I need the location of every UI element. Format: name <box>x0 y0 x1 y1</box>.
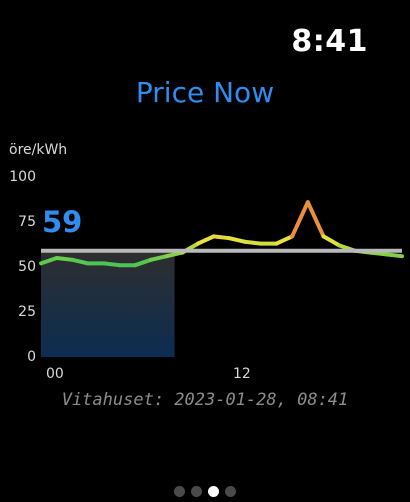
location-timestamp: Vitahuset: 2023-01-28, 08:41 <box>61 390 349 410</box>
y-tick-label: 25 <box>18 304 36 320</box>
price-line-segment <box>305 200 326 239</box>
page-title: Price Now <box>135 76 275 109</box>
x-tick-label: 12 <box>233 366 251 382</box>
price-line-segment <box>290 200 310 239</box>
current-price-value: 59 <box>42 205 83 239</box>
price-line-segment <box>243 239 263 246</box>
page-indicator <box>0 486 410 497</box>
status-time: 8:41 <box>291 24 368 59</box>
page-dot[interactable] <box>191 486 202 497</box>
y-tick-label: 0 <box>27 349 36 365</box>
price-line-segment <box>384 252 404 259</box>
price-line-segment <box>368 250 389 257</box>
elapsed-hours-area <box>41 250 175 357</box>
price-line-segment <box>133 257 153 268</box>
price-line-segment <box>274 234 295 246</box>
y-axis-unit-label: öre/kWh <box>9 142 68 158</box>
x-tick-label: 00 <box>46 366 64 382</box>
price-line-segment <box>321 234 342 248</box>
y-tick-label: 50 <box>18 259 36 275</box>
price-line-segment <box>148 254 169 262</box>
page-dot[interactable] <box>174 486 185 497</box>
price-line-segment <box>54 256 75 262</box>
price-line-segment <box>70 257 91 266</box>
y-tick-label: 75 <box>18 214 36 230</box>
price-line-segment <box>164 250 185 259</box>
price-line-segment <box>195 234 216 246</box>
page-dot[interactable] <box>208 486 219 497</box>
price-chart <box>39 200 404 357</box>
y-tick-label: 100 <box>9 169 36 185</box>
price-line-segment <box>39 256 59 266</box>
page-dot[interactable] <box>225 486 236 497</box>
price-line-segment <box>101 261 122 268</box>
price-line-segment <box>227 236 248 244</box>
price-line-segment <box>211 234 232 241</box>
